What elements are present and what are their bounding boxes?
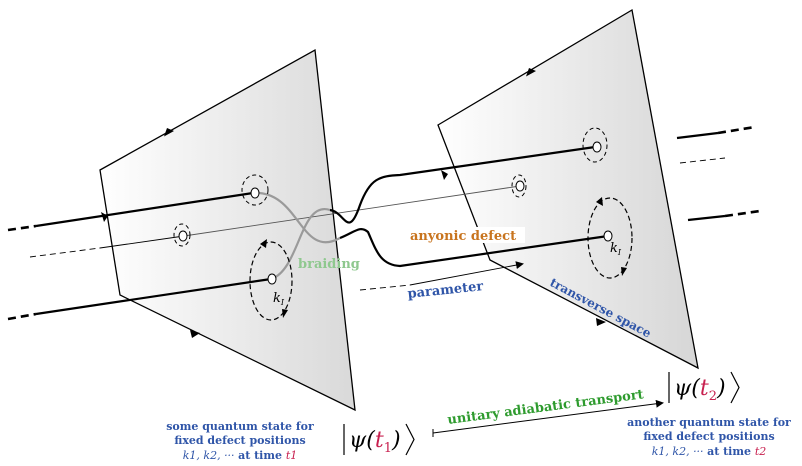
upper-defect-left-dash [7, 224, 37, 232]
transport-arrow [432, 399, 664, 434]
braid-strand-2 [270, 207, 331, 281]
lower-defect-left-dash [7, 312, 37, 321]
right-plane-arrow-bottom [596, 318, 606, 326]
right-plane-arrow-left [441, 170, 448, 180]
middle-line-center [183, 185, 521, 237]
loop-lower-right [587, 197, 633, 279]
anyonic-defect-label-bg [405, 227, 525, 243]
lower-defect-right-dash [724, 209, 761, 218]
left-plane-arrow-bottom [190, 330, 200, 338]
braid-strand-1 [252, 191, 341, 244]
svg-text:k1, k2, ··· at time t1: k1, k2, ··· at time t1 [183, 449, 298, 462]
defect-end-upper-left [250, 187, 260, 199]
upper-defect-left [35, 191, 254, 228]
loop-lower-left-arrow-top [260, 239, 267, 248]
loop-upper-left [241, 174, 269, 206]
lower-defect-left [35, 277, 272, 316]
loop-middle-left [173, 223, 191, 247]
left-caption: some quantum state for fixed defect posi… [166, 420, 314, 462]
parameter-axis-dashed [359, 284, 411, 291]
middle-line-left [99, 235, 185, 249]
middle-line-right [679, 157, 726, 164]
svg-text:ψ(t1): ψ(t1) [349, 428, 401, 456]
svg-text:fixed defect positions: fixed defect positions [174, 434, 305, 447]
defect-end-lower-left [267, 273, 277, 285]
loop-middle-right [511, 174, 527, 198]
loop-lower-left-arrow-bottom [282, 309, 288, 318]
left-plane-arrow-top [164, 128, 174, 137]
right-plane [437, 8, 699, 370]
defect-end-upper-right [592, 141, 602, 153]
svg-text:some quantum state for: some quantum state for [166, 420, 314, 433]
anyonic-defect-label: anyonic defect [410, 229, 516, 244]
svg-text:k1, k2, ··· at time t2: k1, k2, ··· at time t2 [652, 445, 767, 458]
parameter-axis [409, 261, 524, 286]
upper-defect-right-dash [717, 125, 756, 135]
defect-end-middle-right [515, 180, 525, 192]
right-plane-arrow-top [526, 68, 536, 77]
left-plane [99, 48, 356, 412]
loop-lower-right-arrow-bottom [621, 267, 627, 276]
middle-line-left-dashed [29, 247, 101, 258]
lower-defect-right [687, 214, 726, 222]
left-plane-arrow-left [101, 212, 108, 222]
ket-psi-t1: ψ(t1) [343, 423, 415, 456]
svg-text:another quantum state for: another quantum state for [627, 416, 791, 429]
k-label-right: kI [610, 241, 622, 257]
k-label-left: kI [273, 291, 285, 307]
braiding-label: braiding [298, 257, 360, 272]
upper-defect-right [676, 131, 719, 140]
crossing-defect-upper [329, 145, 596, 224]
right-caption: another quantum state for fixed defect p… [627, 416, 791, 458]
defect-end-middle-left [178, 230, 188, 242]
transport-label: unitary adiabatic transport [447, 387, 645, 428]
loop-lower-left [249, 241, 293, 321]
parameter-label: parameter [407, 279, 484, 302]
loop-upper-right [582, 127, 608, 163]
crossing-defect-lower [339, 228, 609, 268]
svg-text:ψ(t2): ψ(t2) [674, 376, 726, 404]
ket-psi-t2: ψ(t2) [668, 371, 740, 404]
defect-end-lower-right [603, 230, 613, 242]
loop-lower-right-arrow-top [596, 197, 603, 206]
svg-text:fixed defect positions: fixed defect positions [643, 430, 774, 443]
